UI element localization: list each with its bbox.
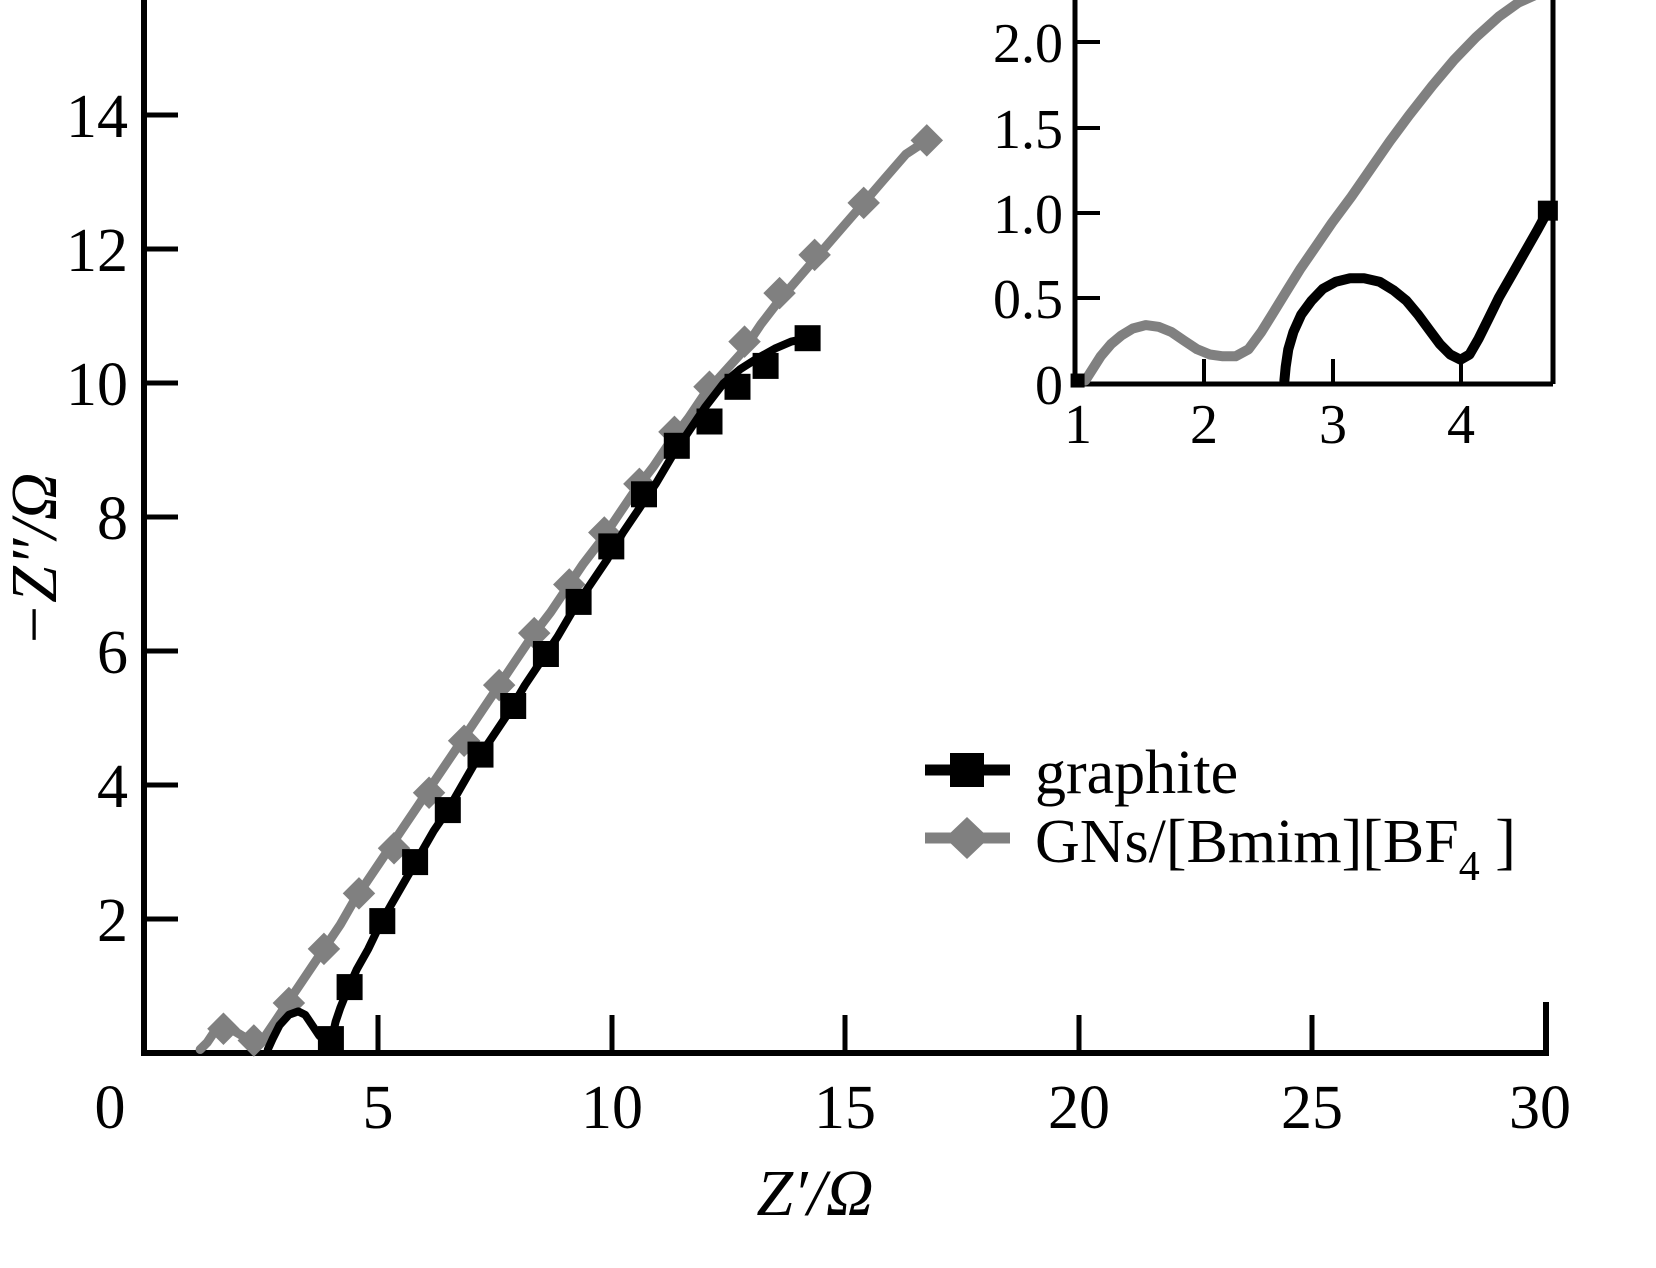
data-marker-square: [532, 641, 559, 667]
inset-series-line: [1279, 205, 1553, 386]
y-ticklabel: 2: [97, 887, 128, 955]
data-marker-square: [369, 908, 396, 935]
x-axis-ticks: [375, 1015, 1315, 1053]
data-marker-square: [402, 849, 429, 876]
data-marker-square: [317, 1026, 344, 1053]
series-graphite: [263, 325, 821, 1054]
inset-marker-square: [1537, 200, 1558, 221]
legend: graphite GNs/[Bmim][BF4 ]: [925, 739, 1516, 890]
x-ticklabel: 0: [95, 1074, 126, 1142]
legend-item-gns[interactable]: GNs/[Bmim][BF4 ]: [925, 808, 1516, 890]
data-marker-square: [663, 432, 690, 459]
data-marker-square: [696, 408, 723, 435]
x-axis-title: Z′/Ω: [756, 1157, 873, 1230]
data-marker-square: [724, 373, 751, 400]
y-axis-title: −Z″/Ω: [0, 473, 71, 648]
y-ticklabel: 4: [97, 753, 128, 821]
data-marker-square: [631, 481, 657, 508]
data-marker-square: [500, 693, 527, 719]
data-marker-diamond: [307, 932, 341, 966]
inset-y-ticklabel: 0: [1035, 355, 1063, 417]
inset-x-ticklabels: 1 2 3 4: [1064, 394, 1475, 456]
y-axis-ticks: [144, 112, 178, 922]
inset-y-ticklabel: 1.0: [993, 184, 1063, 246]
x-ticklabel: 15: [814, 1074, 876, 1142]
inset-x-ticklabel: 1: [1064, 394, 1092, 456]
inset-x-ticklabel: 4: [1447, 394, 1475, 456]
data-marker-square: [467, 741, 494, 768]
series-line: [263, 334, 812, 1054]
legend-marker-square-icon: [950, 753, 984, 787]
inset-plot: 0 0.5 1.0 1.5 2.0 1 2 3 4: [975, 0, 1656, 456]
data-marker-square: [434, 797, 461, 824]
data-marker-diamond: [763, 276, 796, 310]
y-ticklabel: 6: [97, 619, 128, 687]
inset-x-ticklabel: 3: [1319, 394, 1347, 456]
data-marker-square: [752, 352, 779, 379]
inset-y-ticklabel: 1.5: [993, 99, 1063, 161]
x-ticklabel: 10: [581, 1074, 643, 1142]
inset-marker-square: [1070, 373, 1085, 388]
inset-series-group: [1070, 0, 1558, 388]
x-axis-ticklabels: 0 5 10 15 20 25 30: [95, 1074, 1572, 1142]
data-marker-diamond: [342, 877, 376, 910]
data-marker-diamond: [728, 325, 761, 358]
data-marker-diamond: [207, 1012, 240, 1045]
legend-label-graphite: graphite: [1035, 739, 1238, 807]
data-marker-diamond: [798, 238, 831, 272]
x-ticklabel: 20: [1048, 1074, 1110, 1142]
main-plot: 2 4 6 8 10 12 14 0 5 10 15: [0, 0, 1571, 1230]
x-ticklabel: 5: [363, 1074, 394, 1142]
legend-label-gns-sub: 4: [1459, 844, 1480, 890]
data-marker-diamond: [847, 186, 880, 220]
legend-label-gns: GNs/[Bmim][BF4 ]: [1035, 808, 1516, 890]
y-axis-ticklabels: 2 4 6 8 10 12 14: [66, 83, 128, 955]
legend-label-gns-tail: ]: [1480, 808, 1516, 876]
x-ticklabel: 25: [1281, 1074, 1343, 1142]
data-marker-square: [565, 588, 592, 615]
legend-item-graphite[interactable]: graphite: [925, 739, 1238, 807]
data-marker-square: [336, 974, 363, 1001]
data-marker-square: [794, 325, 821, 352]
legend-label-gns-main: GNs/[Bmim][BF: [1035, 808, 1459, 876]
inset-series-line: [1080, 0, 1537, 386]
inset-y-ticklabel: 0.5: [993, 269, 1063, 331]
data-marker-square: [598, 533, 625, 560]
inset-y-ticklabel: 2.0: [993, 13, 1063, 75]
y-ticklabel: 12: [66, 217, 128, 285]
y-ticklabel: 10: [66, 351, 128, 419]
data-marker-diamond: [910, 124, 944, 157]
y-ticklabel: 14: [66, 83, 128, 151]
data-marker-diamond: [237, 1024, 271, 1057]
y-ticklabel: 8: [97, 485, 128, 553]
inset-x-ticklabel: 2: [1190, 394, 1218, 456]
x-ticklabel: 30: [1509, 1074, 1571, 1142]
legend-marker-diamond-icon: [945, 817, 989, 859]
inset-y-ticklabels: 0 0.5 1.0 1.5 2.0: [993, 13, 1063, 417]
